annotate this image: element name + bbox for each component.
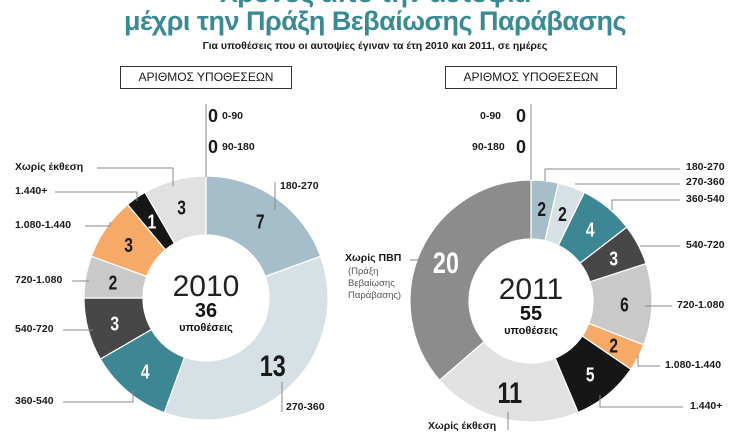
label-2010-0-90: 0-90 — [222, 110, 244, 122]
title-line-1: Χρόνος από την αυτοψία — [0, 0, 750, 9]
value-label-2010-3: 3 — [110, 313, 119, 335]
leader-2010-no-report — [97, 167, 174, 186]
value-label-2011-5: 2 — [609, 335, 618, 357]
label-2011-270-360: 270-360 — [686, 176, 725, 188]
label-2010-540-720: 540-720 — [15, 323, 54, 335]
leader-2011-1440plus — [599, 395, 683, 408]
leader-2010-1440plus — [55, 191, 138, 201]
value-label-2011-2: 4 — [586, 219, 595, 241]
leader-2011-1080-1440 — [637, 355, 660, 367]
subtitle: Για υποθέσεις που οι αυτοψίες έγιναν τα … — [202, 40, 548, 52]
leader-2011-180-270 — [544, 168, 680, 181]
value-label-2010-1: 13 — [260, 349, 286, 382]
label-2011-360-540: 360-540 — [686, 193, 725, 205]
zero-value-90-180-2011: 0 — [516, 137, 527, 157]
leader-2010-1080-1440 — [85, 222, 111, 227]
label-2011-720-1080: 720-1.080 — [677, 299, 725, 311]
title-line-2: μέχρι την Πράξη Βεβαίωσης Παράβασης — [123, 6, 627, 36]
label-2010-90-180: 90-180 — [222, 141, 255, 153]
slice-2010-0 — [205, 175, 322, 278]
label-2011-1080-1440: 1.080-1.440 — [665, 359, 722, 371]
label-2010-180-270: 180-270 — [280, 180, 319, 192]
value-label-2011-4: 6 — [620, 294, 629, 316]
center-total-2010: 36 — [195, 300, 217, 322]
slice-2011-7 — [438, 340, 579, 423]
slice-2011-8 — [409, 179, 532, 382]
label-2010-no-report: Χωρίς έκθεση — [15, 161, 84, 173]
label-2010-270-360: 270-360 — [286, 401, 325, 413]
label-2010-1440plus: 1.440+ — [15, 185, 48, 197]
label-2010-360-540: 360-540 — [15, 395, 54, 407]
center-unit-2010: υποθέσεις — [179, 322, 233, 334]
value-label-2010-0: 7 — [256, 211, 265, 233]
leader-lines — [55, 104, 683, 430]
count-box-2011: ΑΡΙΘΜΟΣ ΥΠΟΘΕΣΕΩΝ — [445, 66, 617, 89]
center-total-2011: 55 — [520, 303, 542, 325]
label-2011-no-pvp-note-1: (Πράξη — [348, 266, 379, 277]
value-label-2011-6: 5 — [586, 364, 595, 386]
leader-2010-360-540 — [63, 390, 134, 403]
label-2010-720-1080: 720-1.080 — [15, 274, 63, 286]
label-2011-1440plus: 1.440+ — [690, 400, 723, 412]
value-label-2010-2: 4 — [141, 361, 150, 383]
center-year-2010: 2010 — [173, 270, 240, 303]
label-2011-no-pvp-note-3: Παράβασης) — [348, 290, 402, 301]
slice-2010-1 — [163, 255, 329, 421]
label-2011-90-180: 90-180 — [472, 141, 505, 153]
count-box-2010: ΑΡΙΘΜΟΣ ΥΠΟΘΕΣΕΩΝ — [120, 66, 292, 89]
value-label-2010-6: 1 — [147, 211, 156, 233]
label-2011-540-720: 540-720 — [686, 239, 725, 251]
value-label-2011-3: 3 — [609, 248, 618, 270]
value-label-2010-7: 3 — [177, 197, 186, 219]
zero-value-0-90-2011: 0 — [516, 106, 527, 126]
label-2011-no-pvp-note-2: Βεβαίωσης — [348, 278, 395, 289]
leader-2011-360-540 — [611, 199, 680, 210]
label-2011-0-90: 0-90 — [480, 110, 502, 122]
value-label-2011-8: 20 — [433, 246, 459, 279]
value-label-2011-0: 2 — [537, 198, 546, 220]
zero-value-0-90-2010: 0 — [208, 106, 219, 126]
label-2011-no-pvp: Χωρίς ΠΒΠ — [345, 252, 402, 264]
value-label-2010-4: 2 — [109, 272, 118, 294]
value-label-2010-5: 3 — [124, 234, 133, 256]
label-2011-no-report: Χωρίς έκθεση — [428, 420, 497, 432]
value-label-2011-1: 2 — [558, 203, 567, 225]
value-label-2011-7: 11 — [497, 376, 522, 409]
center-year-2011: 2011 — [499, 273, 564, 306]
label-2010-1080-1440: 1.080-1.440 — [15, 219, 72, 231]
zero-value-90-180-2010: 0 — [208, 137, 219, 157]
center-unit-2011: υποθέσεις — [504, 325, 558, 337]
label-2011-180-270: 180-270 — [686, 161, 725, 173]
